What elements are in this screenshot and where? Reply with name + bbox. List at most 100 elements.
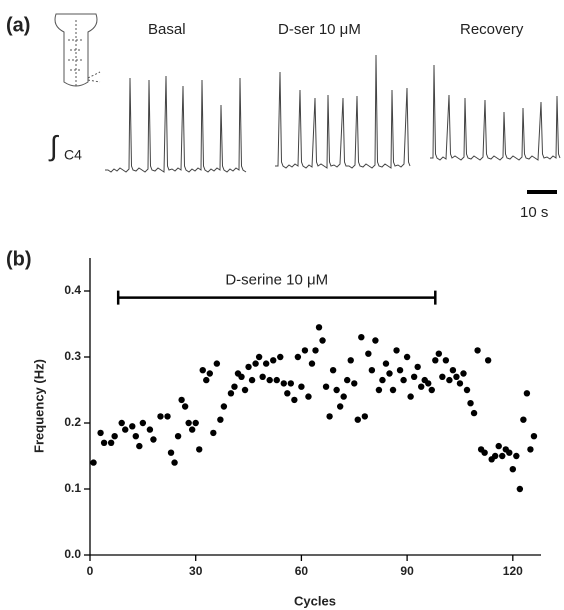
x-tick-label: 120: [503, 564, 523, 578]
data-point: [319, 337, 326, 344]
data-point: [312, 347, 319, 354]
data-point: [425, 380, 432, 387]
data-point: [463, 386, 471, 394]
x-tick-label: 30: [189, 564, 203, 578]
data-point: [203, 376, 210, 384]
data-point: [287, 380, 295, 387]
data-point: [206, 370, 213, 377]
data-point: [467, 400, 474, 407]
data-point: [453, 373, 460, 380]
data-point: [122, 426, 129, 433]
data-point: [523, 390, 531, 397]
x-tick-label: 90: [400, 564, 414, 578]
data-point: [432, 357, 439, 364]
data-point: [375, 386, 383, 394]
condition-label: Basal: [148, 21, 186, 38]
data-point: [259, 373, 266, 380]
data-point: [284, 390, 291, 397]
data-point: [132, 433, 140, 440]
data-point: [400, 376, 407, 384]
data-point: [449, 367, 457, 374]
data-point: [435, 350, 443, 357]
data-point: [167, 449, 175, 456]
data-point: [231, 383, 238, 390]
data-point: [418, 383, 425, 390]
data-point: [157, 413, 164, 420]
data-point: [403, 353, 411, 361]
data-point: [322, 383, 330, 390]
data-point: [196, 446, 203, 453]
data-point: [270, 357, 277, 364]
data-point: [301, 347, 309, 354]
data-point: [146, 426, 154, 433]
y-tick-label: 0.1: [64, 481, 81, 495]
data-point: [358, 334, 365, 341]
data-point: [248, 376, 256, 384]
annotation-bracket: [116, 290, 437, 305]
data-point: [481, 449, 488, 456]
data-point: [365, 350, 372, 357]
data-point: [174, 433, 182, 440]
data-point: [513, 452, 520, 460]
data-point: [379, 376, 386, 384]
data-point: [326, 413, 333, 420]
data-point: [150, 436, 157, 443]
condition-label: D-ser 10 μM: [278, 21, 361, 38]
data-point: [118, 419, 125, 427]
data-point: [354, 416, 361, 423]
data-point: [111, 433, 118, 440]
data-point: [329, 367, 337, 374]
data-point: [407, 393, 414, 400]
data-point: [266, 376, 273, 384]
data-point: [484, 357, 492, 364]
data-point: [428, 386, 435, 394]
data-point: [188, 426, 196, 433]
data-point: [238, 373, 245, 380]
data-point: [446, 376, 453, 384]
data-point: [396, 367, 404, 374]
data-point: [361, 413, 369, 420]
condition-label: Recovery: [460, 21, 524, 38]
data-point: [393, 347, 400, 354]
data-point: [516, 485, 524, 493]
trace: [430, 64, 561, 161]
data-point: [262, 360, 270, 367]
data-point: [178, 396, 185, 404]
data-point: [382, 360, 390, 367]
data-point: [470, 409, 478, 417]
data-point: [509, 466, 517, 473]
trace: [105, 75, 247, 173]
data-point: [308, 360, 316, 367]
data-point: [171, 459, 178, 466]
brainstem-icon: [54, 13, 101, 87]
panel-label: (b): [6, 248, 32, 270]
data-point: [456, 380, 464, 387]
traces: [105, 54, 561, 173]
x-tick-label: 60: [295, 564, 309, 578]
data-point: [273, 376, 280, 384]
data-point: [298, 383, 305, 390]
trace: [275, 54, 411, 169]
data-point: [305, 393, 312, 400]
data-point: [97, 429, 104, 437]
data-point: [241, 386, 249, 394]
panel-label: (a): [6, 14, 30, 36]
data-point: [315, 324, 323, 331]
data-point: [372, 337, 379, 344]
data-point: [136, 442, 143, 450]
data-point: [192, 419, 199, 427]
data-point: [217, 416, 224, 423]
data-point: [495, 442, 502, 450]
data-point: [294, 353, 302, 361]
data-point: [499, 452, 506, 460]
data-point: [439, 373, 446, 380]
data-point: [347, 357, 354, 364]
data-point: [530, 433, 538, 440]
data-point: [252, 360, 259, 367]
data-point: [414, 363, 421, 371]
y-tick-label: 0.3: [64, 349, 81, 363]
scale-bar-label: 10 s: [520, 204, 548, 221]
data-point: [368, 367, 376, 374]
data-point: [340, 393, 347, 400]
